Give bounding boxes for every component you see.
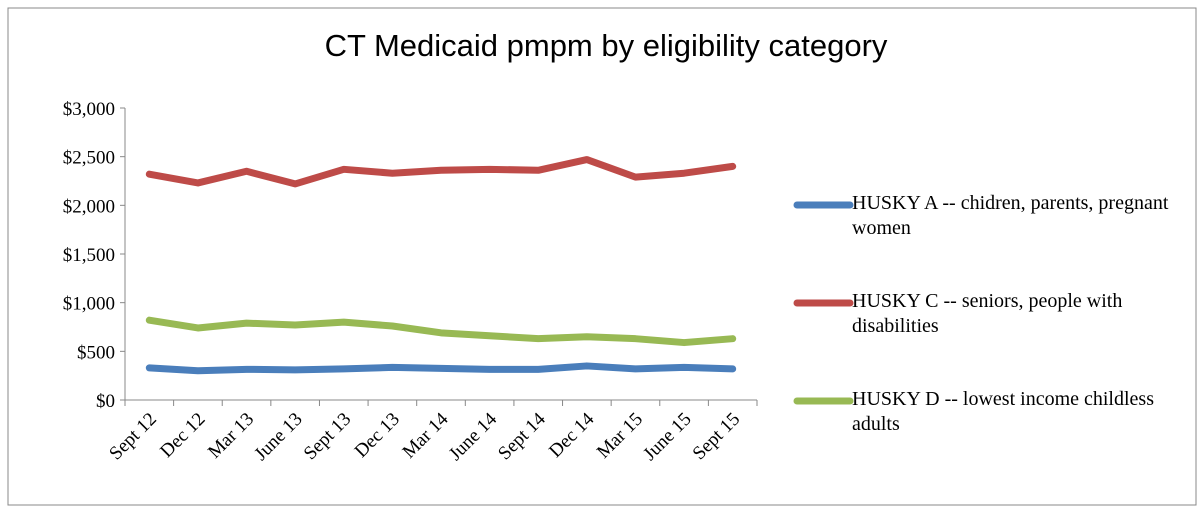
series-line xyxy=(145,316,737,347)
series-line xyxy=(145,156,737,188)
y-tick-label: $500 xyxy=(77,342,115,363)
y-tick-label: $3,000 xyxy=(63,99,115,120)
y-tick-label: $1,500 xyxy=(63,245,115,266)
legend-label: HUSKY D -- lowest income childless adult… xyxy=(852,388,1154,435)
chart-title: CT Medicaid pmpm by eligibility category xyxy=(325,28,888,63)
y-tick-label: $0 xyxy=(96,391,115,412)
legend-label: HUSKY C -- seniors, people with disabili… xyxy=(852,290,1123,337)
chart-frame xyxy=(7,7,1197,506)
series-line xyxy=(145,362,737,375)
y-tick-label: $2,500 xyxy=(63,148,115,169)
legend-label: HUSKY A -- chidren, parents, pregnant wo… xyxy=(852,192,1169,239)
y-tick-label: $1,000 xyxy=(63,294,115,315)
y-tick-label: $2,000 xyxy=(63,196,115,217)
